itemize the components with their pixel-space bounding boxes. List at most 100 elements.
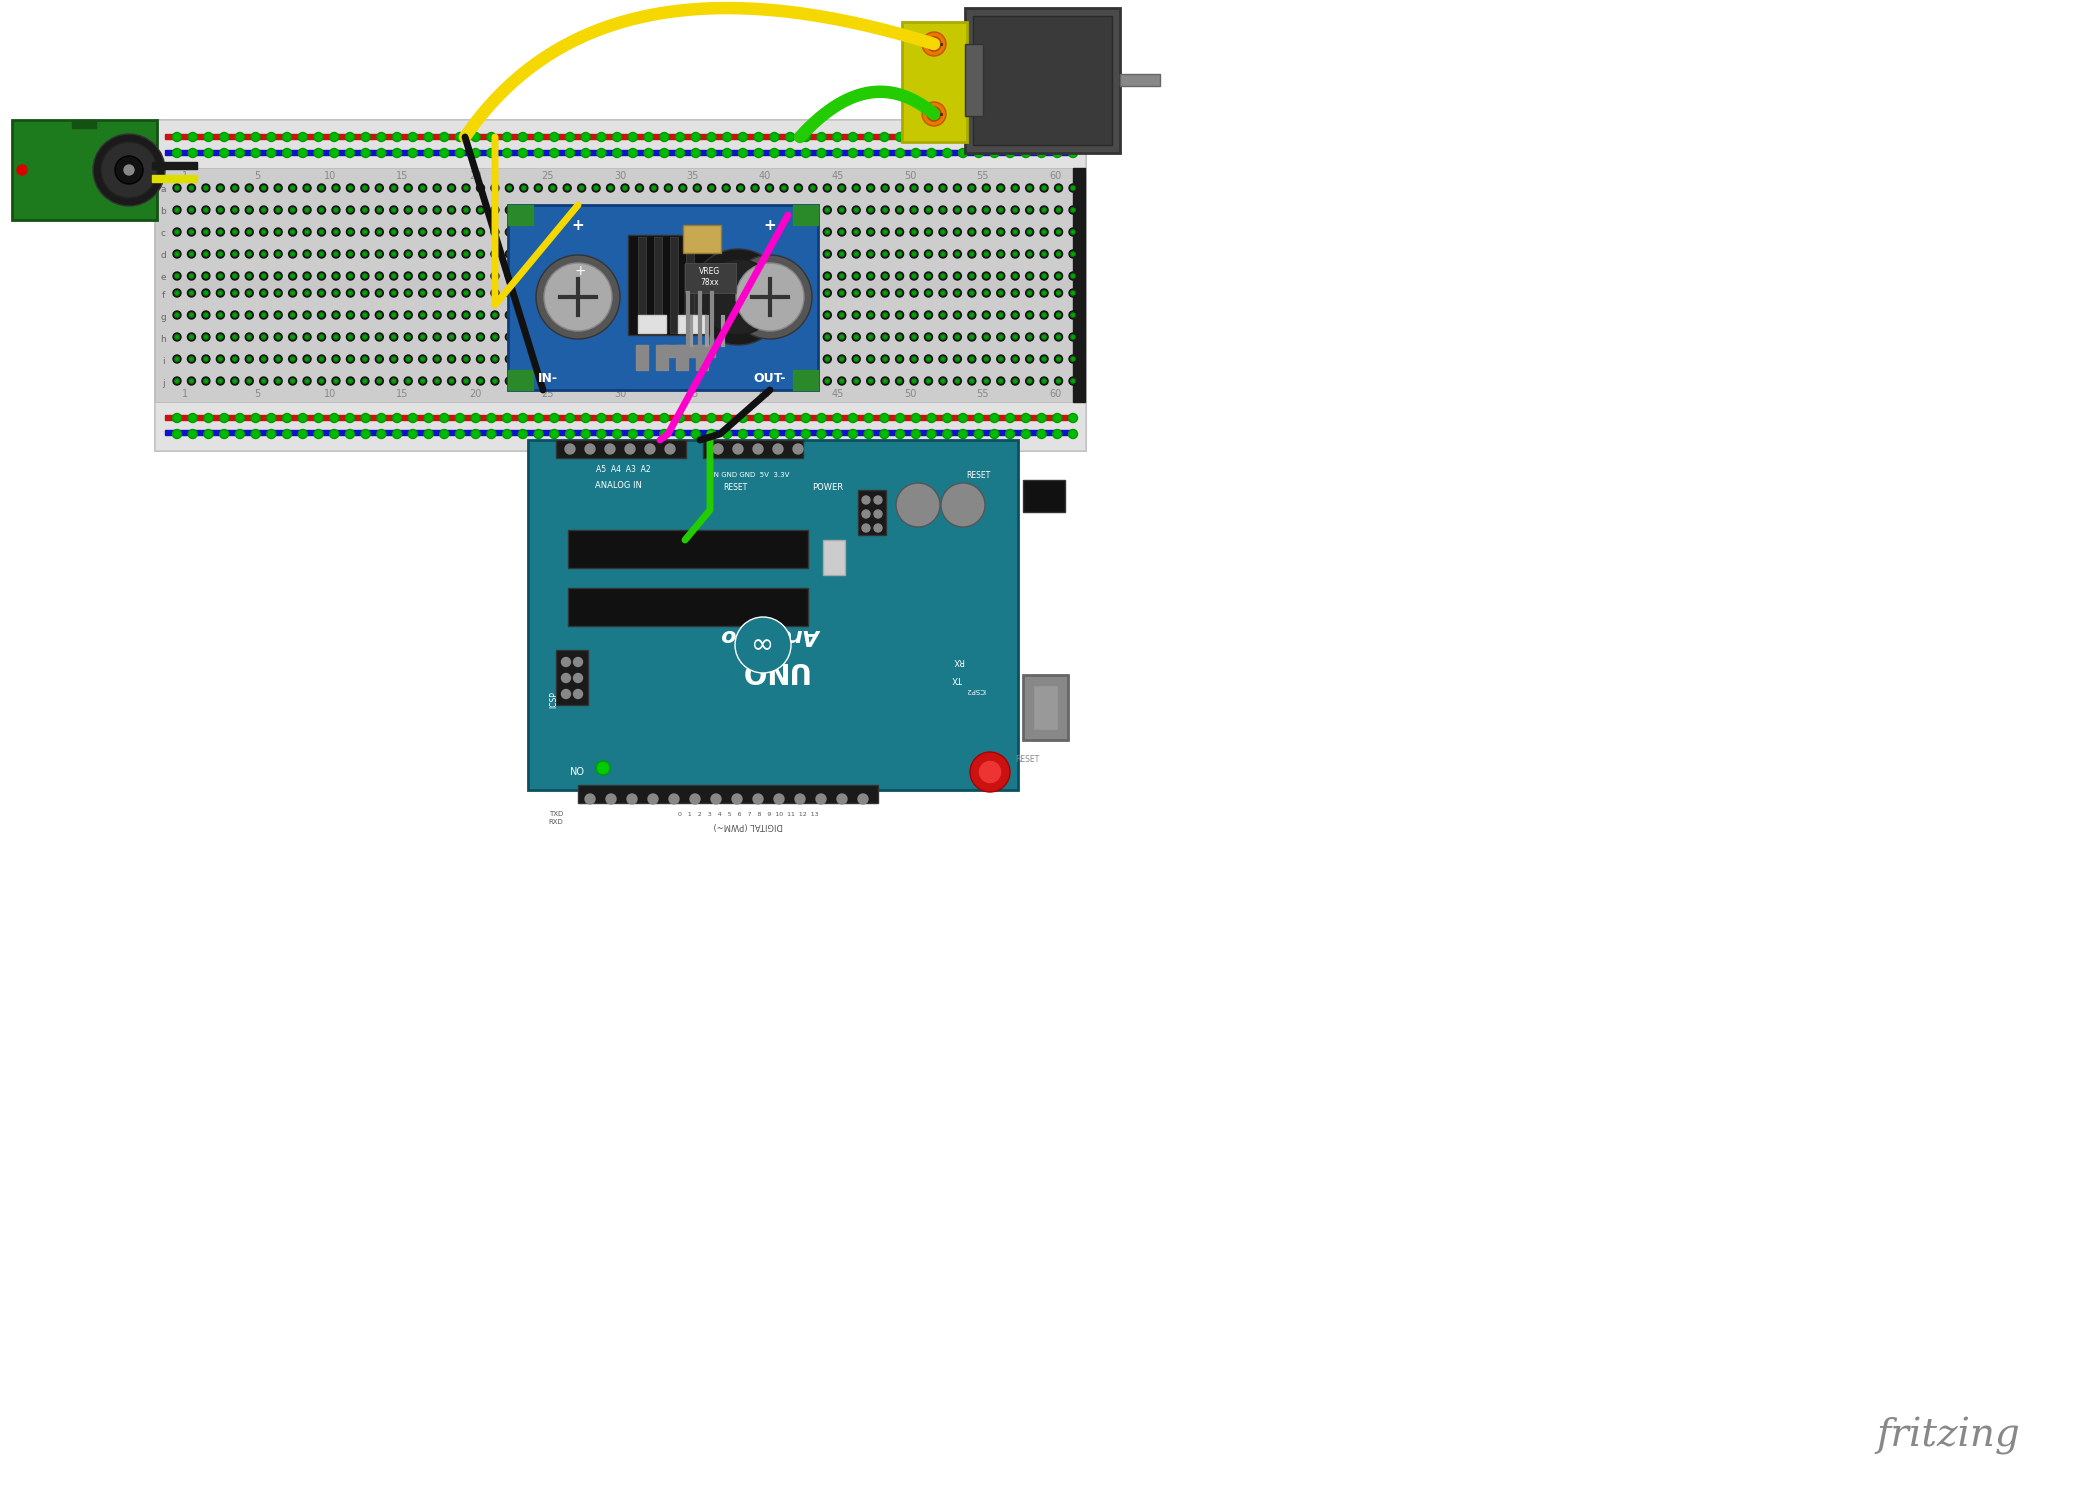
Circle shape (725, 208, 729, 212)
Circle shape (523, 356, 527, 361)
Circle shape (391, 313, 396, 316)
Circle shape (262, 291, 266, 296)
Bar (679, 315, 706, 333)
Circle shape (537, 208, 541, 212)
Circle shape (970, 356, 974, 361)
Circle shape (810, 249, 816, 258)
Circle shape (404, 290, 412, 297)
Circle shape (535, 184, 541, 192)
Circle shape (477, 333, 485, 342)
Bar (164, 431, 1074, 435)
Circle shape (752, 377, 760, 385)
Circle shape (289, 290, 296, 297)
Circle shape (837, 355, 845, 362)
Circle shape (418, 333, 427, 342)
Circle shape (910, 355, 918, 362)
Circle shape (954, 184, 962, 192)
Bar (152, 175, 198, 183)
Circle shape (910, 206, 918, 214)
Circle shape (283, 148, 291, 157)
Circle shape (377, 356, 381, 361)
Circle shape (895, 310, 904, 319)
Circle shape (173, 290, 181, 297)
Circle shape (389, 310, 398, 319)
Circle shape (418, 184, 427, 192)
Circle shape (652, 252, 656, 255)
Circle shape (102, 143, 156, 198)
Circle shape (881, 413, 889, 423)
Circle shape (506, 249, 514, 258)
Circle shape (291, 230, 296, 235)
Circle shape (722, 429, 731, 438)
Circle shape (187, 206, 196, 214)
Circle shape (175, 336, 179, 339)
Circle shape (722, 355, 731, 362)
Circle shape (593, 356, 598, 361)
Circle shape (202, 377, 210, 385)
Circle shape (248, 313, 252, 316)
Circle shape (954, 355, 962, 362)
Circle shape (650, 377, 658, 385)
Circle shape (643, 413, 654, 423)
Circle shape (348, 186, 352, 190)
Circle shape (737, 333, 745, 342)
Circle shape (579, 230, 583, 235)
Circle shape (564, 444, 575, 454)
Circle shape (837, 794, 847, 803)
Circle shape (910, 249, 918, 258)
Bar (171, 279, 1070, 291)
Circle shape (766, 184, 775, 192)
Circle shape (346, 310, 354, 319)
Circle shape (681, 313, 685, 316)
Circle shape (999, 275, 1004, 278)
Circle shape (785, 429, 795, 438)
Circle shape (1041, 290, 1047, 297)
Circle shape (389, 272, 398, 281)
Circle shape (406, 356, 410, 361)
Circle shape (864, 148, 872, 157)
Circle shape (810, 379, 814, 383)
Circle shape (926, 356, 931, 361)
Circle shape (785, 148, 795, 157)
Circle shape (520, 333, 529, 342)
Circle shape (785, 132, 795, 141)
Circle shape (219, 313, 223, 316)
Circle shape (693, 290, 702, 297)
Circle shape (520, 249, 529, 258)
Circle shape (783, 379, 787, 383)
Circle shape (939, 290, 947, 297)
Circle shape (666, 379, 670, 383)
Text: +: + (764, 217, 777, 233)
Circle shape (608, 356, 612, 361)
Circle shape (564, 275, 568, 278)
Circle shape (708, 249, 716, 258)
Circle shape (608, 379, 612, 383)
Text: Arduino: Arduino (725, 625, 822, 644)
Circle shape (695, 275, 700, 278)
Circle shape (304, 272, 310, 281)
Circle shape (333, 336, 337, 339)
Circle shape (566, 132, 575, 141)
Circle shape (217, 272, 225, 281)
Circle shape (941, 313, 945, 316)
Circle shape (837, 272, 845, 281)
Circle shape (997, 249, 1006, 258)
Circle shape (997, 229, 1006, 236)
Circle shape (754, 208, 758, 212)
Circle shape (535, 132, 543, 141)
Circle shape (958, 413, 968, 423)
Circle shape (795, 310, 802, 319)
Bar (629, 235, 712, 336)
Circle shape (912, 413, 920, 423)
Circle shape (822, 377, 831, 385)
Circle shape (854, 336, 858, 339)
Circle shape (550, 132, 558, 141)
Circle shape (985, 379, 989, 383)
Circle shape (810, 336, 814, 339)
Circle shape (520, 377, 529, 385)
Circle shape (608, 291, 612, 296)
Circle shape (319, 252, 323, 255)
Circle shape (377, 186, 381, 190)
Text: VIN GND GND  5V  3.3V: VIN GND GND 5V 3.3V (706, 472, 789, 478)
Circle shape (262, 313, 266, 316)
